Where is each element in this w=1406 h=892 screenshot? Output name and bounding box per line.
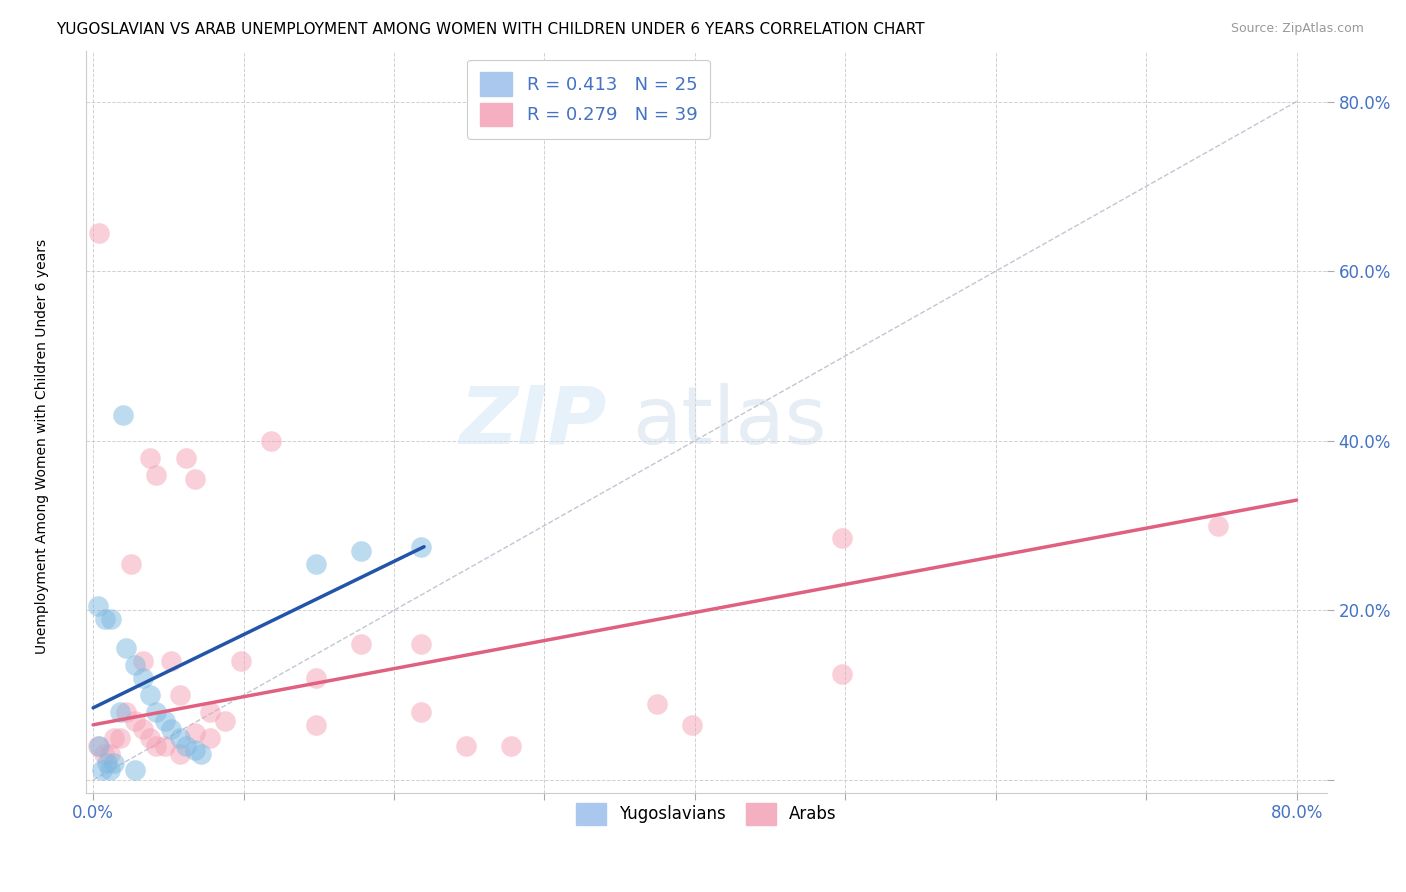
Point bbox=[184, 726, 207, 740]
Point bbox=[831, 531, 853, 545]
Text: Source: ZipAtlas.com: Source: ZipAtlas.com bbox=[1230, 22, 1364, 36]
Point bbox=[350, 637, 373, 651]
Point bbox=[214, 714, 236, 728]
Text: ZIP: ZIP bbox=[460, 383, 607, 460]
Point bbox=[184, 472, 207, 486]
Point bbox=[200, 731, 222, 745]
Point bbox=[259, 434, 281, 448]
Point bbox=[112, 409, 135, 423]
Text: YUGOSLAVIAN VS ARAB UNEMPLOYMENT AMONG WOMEN WITH CHILDREN UNDER 6 YEARS CORRELA: YUGOSLAVIAN VS ARAB UNEMPLOYMENT AMONG W… bbox=[56, 22, 925, 37]
Point bbox=[94, 612, 117, 626]
Point bbox=[176, 739, 198, 753]
Point bbox=[103, 731, 125, 745]
Point bbox=[86, 739, 108, 753]
Point bbox=[108, 731, 131, 745]
Point bbox=[409, 540, 432, 554]
Point bbox=[145, 739, 167, 753]
Point bbox=[229, 654, 252, 668]
Point bbox=[103, 756, 125, 770]
Point bbox=[305, 718, 328, 732]
Point bbox=[456, 739, 478, 753]
Point bbox=[169, 747, 191, 762]
Point bbox=[305, 671, 328, 685]
Point bbox=[132, 722, 155, 736]
Point bbox=[124, 763, 146, 777]
Point bbox=[124, 714, 146, 728]
Point bbox=[98, 763, 121, 777]
Point bbox=[96, 756, 118, 770]
Point bbox=[190, 747, 212, 762]
Point bbox=[115, 705, 138, 719]
Point bbox=[87, 226, 110, 240]
Point bbox=[409, 637, 432, 651]
Point bbox=[184, 743, 207, 757]
Point bbox=[100, 612, 122, 626]
Point bbox=[91, 763, 114, 777]
Point bbox=[120, 557, 142, 571]
Point bbox=[93, 747, 115, 762]
Point bbox=[145, 467, 167, 482]
Point bbox=[98, 747, 121, 762]
Point bbox=[501, 739, 523, 753]
Point bbox=[108, 705, 131, 719]
Point bbox=[132, 654, 155, 668]
Point bbox=[139, 731, 162, 745]
Point bbox=[409, 705, 432, 719]
Point bbox=[350, 544, 373, 558]
Point bbox=[86, 599, 108, 613]
Point bbox=[160, 722, 183, 736]
Point bbox=[87, 739, 110, 753]
Point bbox=[155, 739, 177, 753]
Point bbox=[139, 688, 162, 702]
Point bbox=[645, 697, 668, 711]
Legend: Yugoslavians, Arabs: Yugoslavians, Arabs bbox=[564, 791, 848, 837]
Point bbox=[155, 714, 177, 728]
Point bbox=[169, 731, 191, 745]
Point bbox=[831, 667, 853, 681]
Point bbox=[115, 641, 138, 656]
Point bbox=[145, 705, 167, 719]
Point bbox=[305, 557, 328, 571]
Point bbox=[160, 654, 183, 668]
Point bbox=[200, 705, 222, 719]
Point bbox=[176, 450, 198, 465]
Point bbox=[169, 688, 191, 702]
Text: Unemployment Among Women with Children Under 6 years: Unemployment Among Women with Children U… bbox=[35, 238, 49, 654]
Point bbox=[139, 450, 162, 465]
Point bbox=[681, 718, 703, 732]
Point bbox=[132, 671, 155, 685]
Text: atlas: atlas bbox=[631, 383, 827, 460]
Point bbox=[1208, 518, 1230, 533]
Point bbox=[124, 658, 146, 673]
